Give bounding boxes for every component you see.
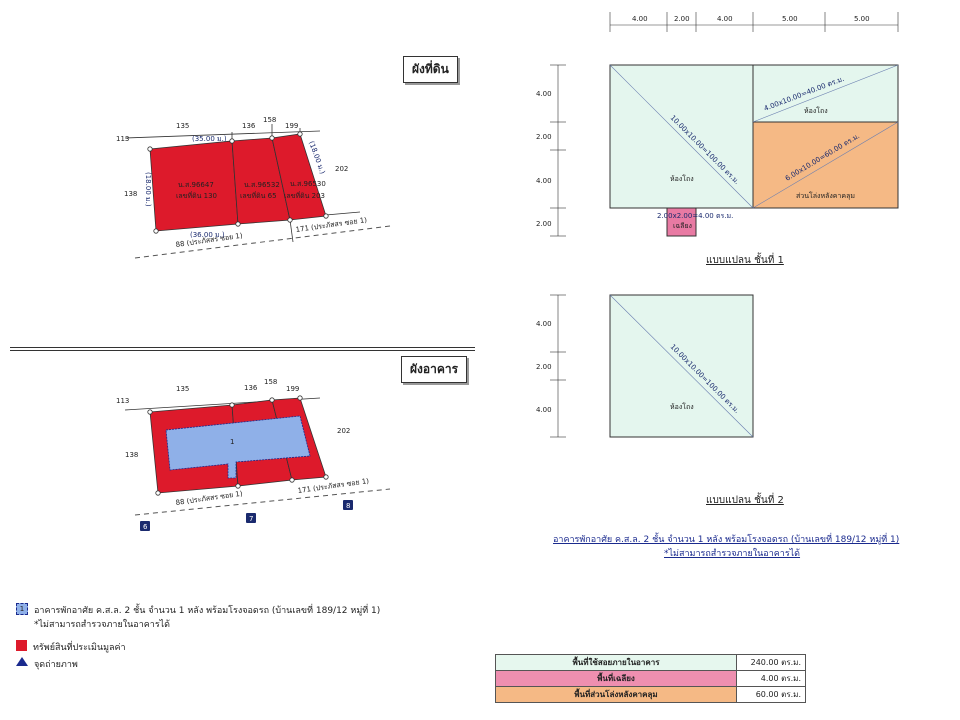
parcel-deed-3: น.ส.96530 xyxy=(290,180,326,188)
photo-point-marker: 7 xyxy=(246,513,256,523)
parcel-deed-1: น.ส.96647 xyxy=(178,181,214,189)
area-value: 240.00 ตร.ม. xyxy=(736,654,806,671)
building-plan-title: ผังอาคาร xyxy=(401,356,468,383)
photo-point-icon xyxy=(16,657,28,666)
room-porch-name: เฉลียง xyxy=(673,222,692,230)
svg-text:113: 113 xyxy=(116,397,129,405)
separator-line xyxy=(10,350,475,351)
neighbor-202: 202 xyxy=(335,165,348,173)
svg-text:88 (ประภัสสร ซอย 1): 88 (ประภัสสร ซอย 1) xyxy=(175,490,243,507)
dim-side-2: 2.00 xyxy=(536,133,552,141)
floor1-title: แบบแปลน ชั้นที่ 1 xyxy=(706,255,784,266)
dim-top-4: 5.00 xyxy=(782,15,798,23)
legend-property-swatch xyxy=(16,640,27,651)
area-label: พื้นที่ใช้สอยภายในอาคาร xyxy=(495,654,737,671)
svg-text:199: 199 xyxy=(286,385,299,393)
legend-building-note: *ไม่สามารถสำรวจภายในอาคารได้ xyxy=(34,620,171,630)
photo-point-marker: 6 xyxy=(140,521,150,531)
dim-top-5: 5.00 xyxy=(854,15,870,23)
svg-text:136: 136 xyxy=(244,384,258,392)
table-row: พื้นที่เฉลียง 4.00 ตร.ม. xyxy=(495,670,806,687)
svg-text:6: 6 xyxy=(143,523,148,531)
photo-point-marker: 8 xyxy=(343,500,353,510)
room-right-bottom-name: ส่วนโล่งหลังคาคลุม xyxy=(796,191,855,200)
parcel-lot-1: เลขที่ดิน 130 xyxy=(176,191,217,200)
neighbor-171: 171 (ประภัสสร ซอย 1) xyxy=(295,216,368,234)
legend-property: ทรัพย์สินที่ประเมินมูลค่า xyxy=(16,640,126,654)
dim-bottom: (36.00 ม.) xyxy=(190,231,225,239)
dim-top: (35.00 ม.) xyxy=(192,135,227,143)
neighbor-136: 136 xyxy=(242,122,256,130)
table-row: พื้นที่ส่วนโล่งหลังคาคลุม 60.00 ตร.ม. xyxy=(495,686,806,703)
svg-text:138: 138 xyxy=(125,451,138,459)
dim-side-1: 4.00 xyxy=(536,90,552,98)
dim-left: (18.00 ม.) xyxy=(144,172,152,207)
legend-photo: จุดถ่ายภาพ xyxy=(16,657,78,671)
area-value: 60.00 ตร.ม. xyxy=(736,686,806,703)
legend-building: 1 อาคารพักอาศัย ค.ส.ล. 2 ชั้น จำนวน 1 หล… xyxy=(16,603,380,631)
area-label: พื้นที่เฉลียง xyxy=(495,670,737,687)
f2-dim-side-3: 4.00 xyxy=(536,406,552,414)
svg-text:135: 135 xyxy=(176,385,189,393)
land-plan-title: ผังที่ดิน xyxy=(403,56,458,83)
svg-text:7: 7 xyxy=(249,515,253,523)
neighbor-138: 138 xyxy=(124,190,137,198)
room-porch-area: 2.00x2.00=4.00 ตร.ม. xyxy=(657,212,733,220)
legend-building-text: อาคารพักอาศัย ค.ส.ล. 2 ชั้น จำนวน 1 หลัง… xyxy=(34,606,381,616)
dim-top-1: 4.00 xyxy=(632,15,648,23)
legend-photo-text: จุดถ่ายภาพ xyxy=(34,660,78,670)
svg-text:202: 202 xyxy=(337,427,350,435)
legend-building-swatch: 1 xyxy=(16,603,28,615)
parcel-lot-2: เลขที่ดิน 65 xyxy=(240,191,277,200)
dim-top-3: 4.00 xyxy=(717,15,733,23)
area-label: พื้นที่ส่วนโล่งหลังคาคลุม xyxy=(495,686,737,703)
table-row: พื้นที่ใช้สอยภายในอาคาร 240.00 ตร.ม. xyxy=(495,654,806,671)
building-number: 1 xyxy=(230,438,234,446)
legend-property-text: ทรัพย์สินที่ประเมินมูลค่า xyxy=(33,643,126,653)
separator-line xyxy=(10,347,475,348)
floor2-title: แบบแปลน ชั้นที่ 2 xyxy=(706,495,784,506)
f2-dim-side-1: 4.00 xyxy=(536,320,552,328)
dim-side-4: 2.00 xyxy=(536,220,552,228)
room-main-name: ห้องโถง xyxy=(670,174,694,183)
neighbor-113: 113 xyxy=(116,135,129,143)
building-plan-diagram: 1 113 135 136 158 199 202 138 171 (ประภั… xyxy=(116,378,391,531)
room-porch xyxy=(666,207,697,237)
floor1-plan: 4.00 2.00 4.00 5.00 5.00 4.00 2.00 4.00 … xyxy=(536,12,899,237)
building-desc-line1: อาคารพักอาศัย ค.ส.ล. 2 ชั้น จำนวน 1 หลัง… xyxy=(553,535,900,545)
floor2-plan: 4.00 2.00 4.00 10.00x10.00=100.00 ตร.ม. … xyxy=(536,294,754,438)
f2-dim-side-2: 2.00 xyxy=(536,363,552,371)
land-plan-diagram: 113 135 136 158 199 202 138 171 (ประภัสส… xyxy=(116,116,391,259)
svg-text:158: 158 xyxy=(264,378,277,386)
room-right-top-name: ห้องโถง xyxy=(804,106,828,115)
dim-side-3: 4.00 xyxy=(536,177,552,185)
parcel-deed-2: น.ส.96532 xyxy=(244,181,280,189)
neighbor-158: 158 xyxy=(263,116,276,124)
area-value: 4.00 ตร.ม. xyxy=(736,670,806,687)
dim-top-2: 2.00 xyxy=(674,15,690,23)
parcel-lot-3: เลขที่ดิน 203 xyxy=(284,191,325,200)
building-footprint xyxy=(165,415,311,479)
building-desc-line2: *ไม่สามารถสำรวจภายในอาคารได้ xyxy=(664,549,801,559)
area-table: พื้นที่ใช้สอยภายในอาคาร 240.00 ตร.ม. พื้… xyxy=(495,654,806,703)
svg-text:8: 8 xyxy=(346,502,350,510)
svg-text:171 (ประภัสสร ซอย 1): 171 (ประภัสสร ซอย 1) xyxy=(297,477,370,495)
neighbor-199: 199 xyxy=(285,122,298,130)
f2-room-name: ห้องโถง xyxy=(670,402,694,411)
neighbor-135: 135 xyxy=(176,122,189,130)
